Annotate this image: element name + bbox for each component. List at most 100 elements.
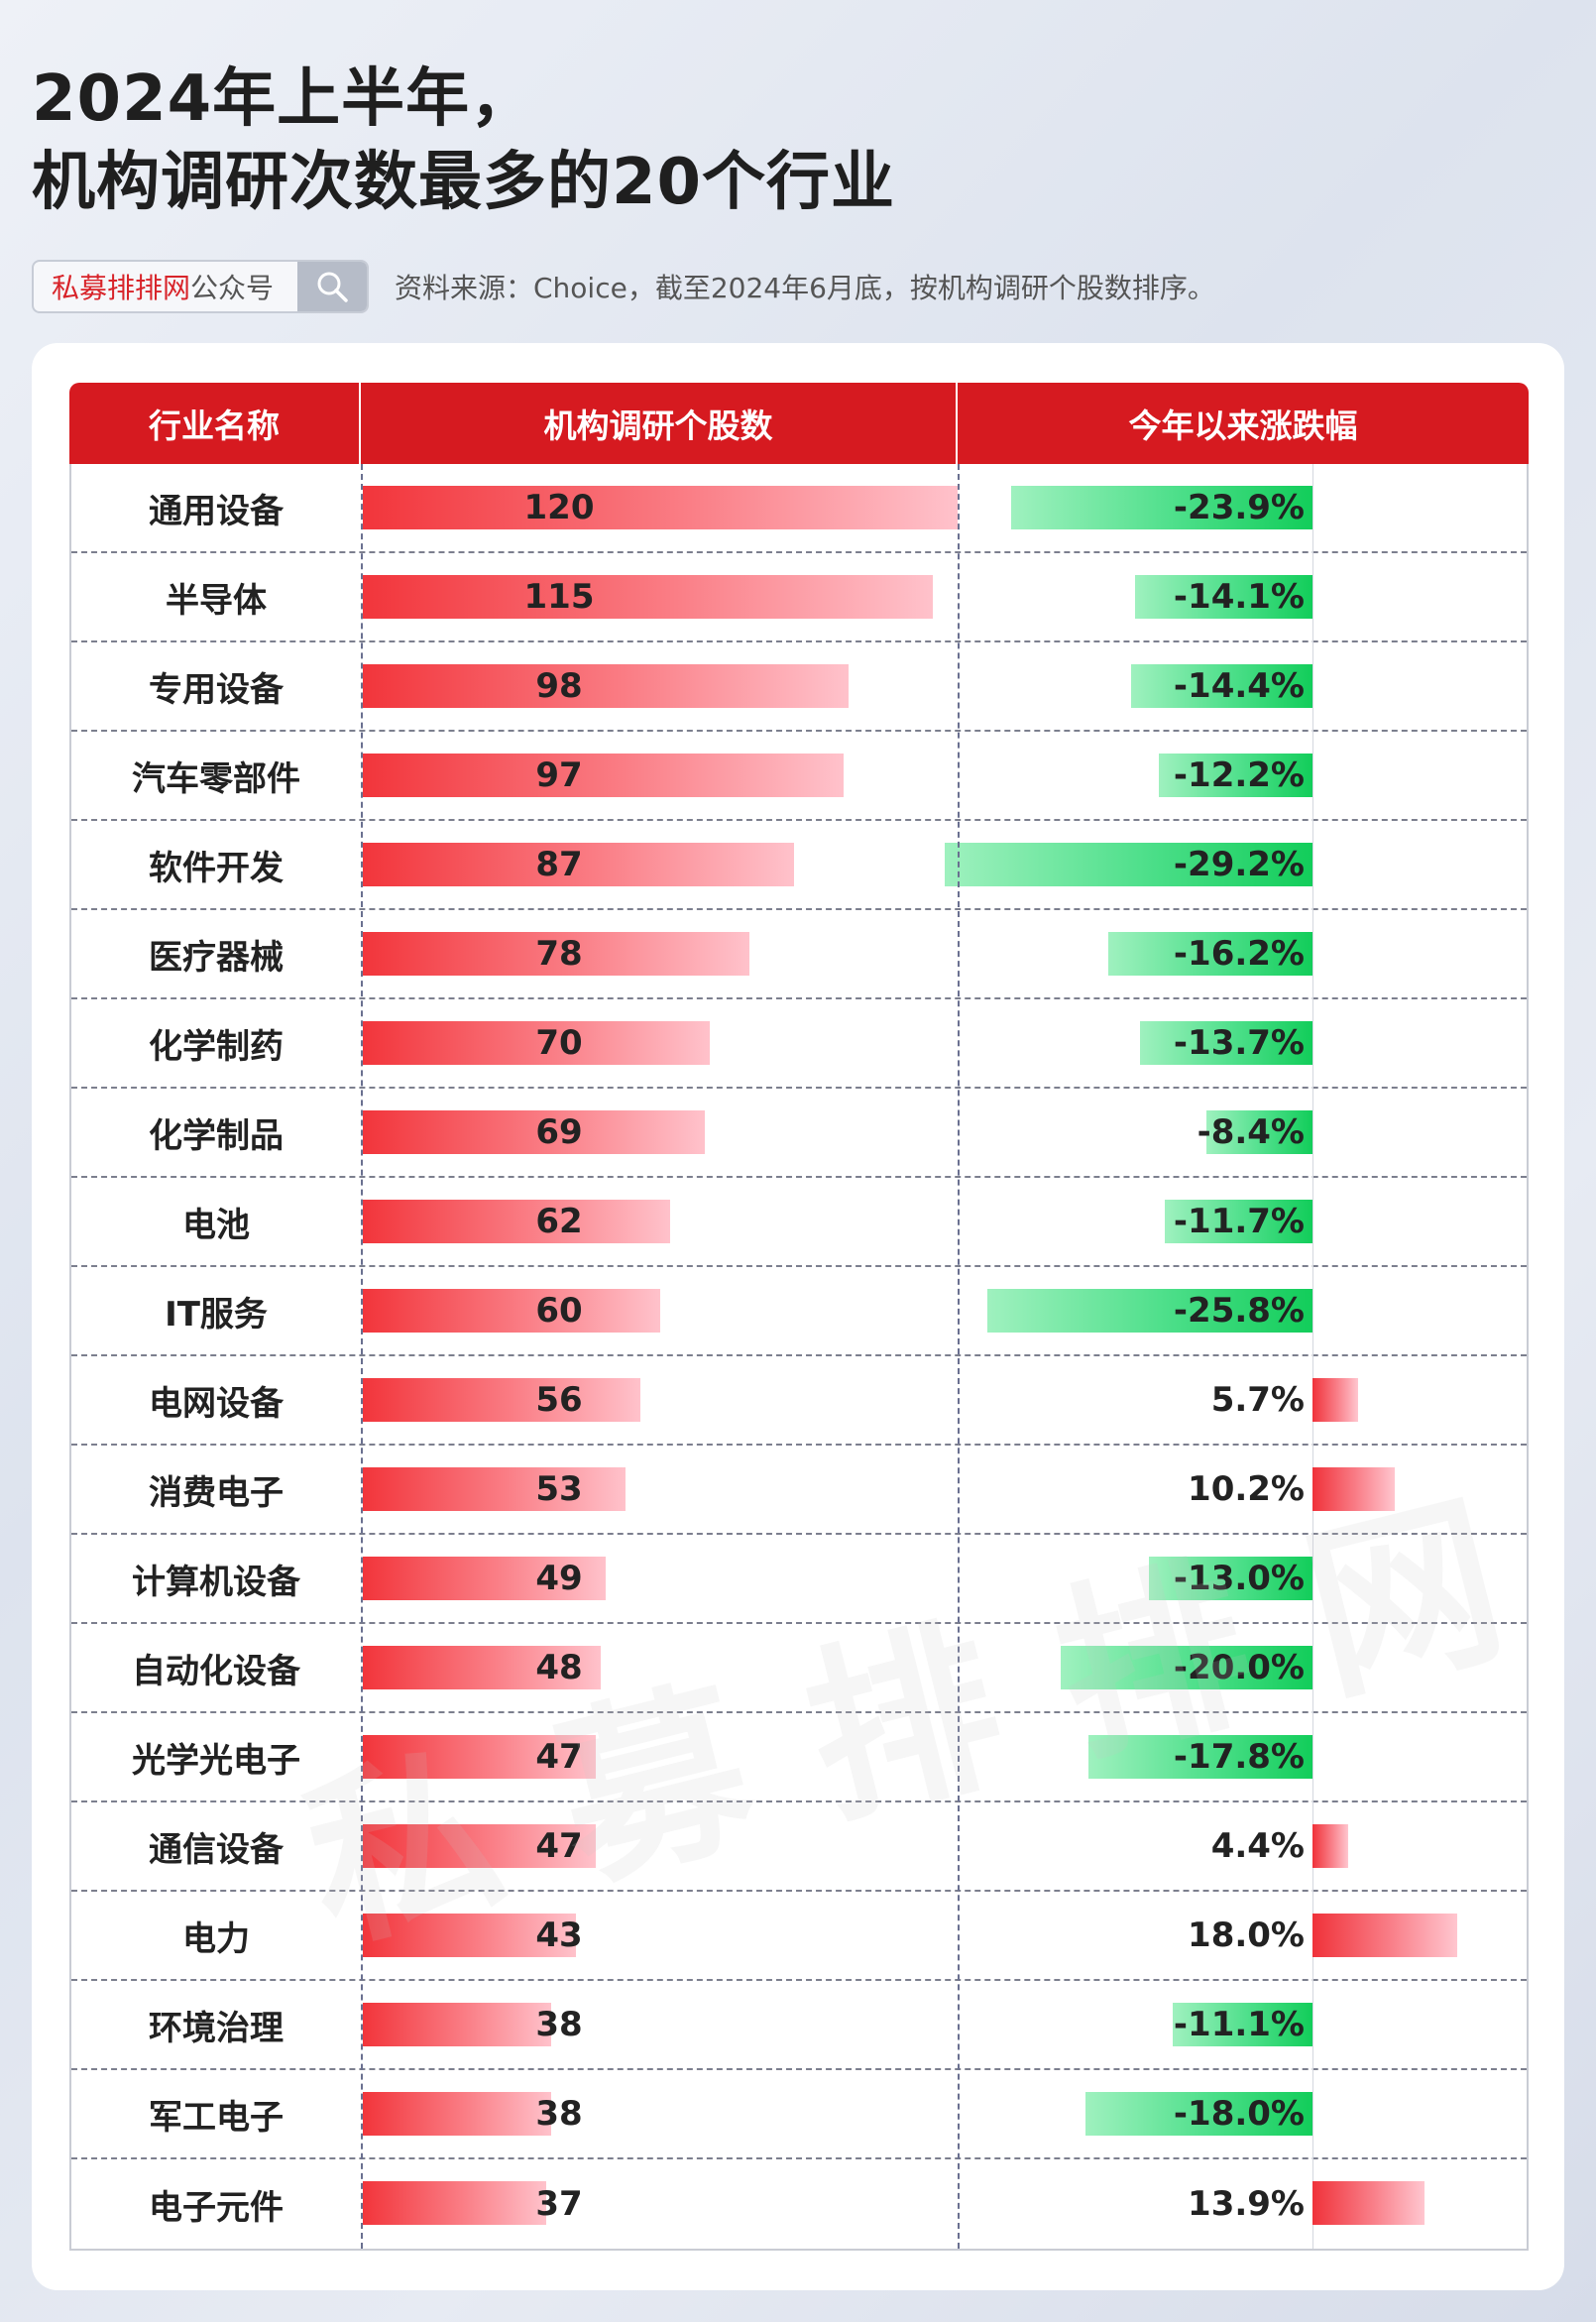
change-bar-negative [1165, 1200, 1312, 1243]
zero-axis [1312, 464, 1313, 2249]
count-bar [363, 1200, 670, 1243]
count-value: 98 [535, 666, 583, 706]
industry-name: 专用设备 [149, 669, 284, 710]
count-value: 37 [535, 2184, 583, 2224]
change-bar-negative [1087, 1735, 1312, 1779]
industry-name: 计算机设备 [132, 1562, 300, 1602]
table-row: 医疗器械 78 -16.2% [71, 910, 1527, 999]
col-header-count: 机构调研个股数 [361, 383, 958, 464]
table-row: 专用设备 98 -14.4% [71, 642, 1527, 732]
count-value: 62 [535, 1202, 583, 1241]
count-bar [363, 1378, 640, 1422]
table-row: 电网设备 56 5.7% [71, 1356, 1527, 1446]
industry-name: 半导体 [166, 580, 267, 621]
source-note: 资料来源：Choice，截至2024年6月底，按机构调研个股数排序。 [395, 272, 1215, 304]
change-value: 13.9% [1188, 2184, 1305, 2224]
change-bar-negative [1085, 2092, 1312, 2136]
industry-name: 通信设备 [149, 1829, 284, 1870]
change-bar-negative [1159, 754, 1312, 797]
divider-2 [958, 464, 960, 2249]
count-bar [363, 2003, 551, 2046]
count-bar [363, 575, 933, 619]
industry-name: 电力 [182, 1918, 250, 1959]
industry-name: 电池 [182, 1205, 250, 1245]
count-value: 47 [535, 1826, 583, 1866]
brand-search-box[interactable]: 私募排排网 公众号 [32, 260, 369, 313]
table-row: 环境治理 38 -11.1% [71, 1981, 1527, 2070]
change-bar-negative [1140, 1021, 1312, 1065]
table-row: 电子元件 37 13.9% [71, 2159, 1527, 2249]
count-value: 38 [535, 2094, 583, 2134]
change-value: -13.7% [1173, 1023, 1305, 1063]
change-bar-negative [945, 843, 1312, 886]
count-value: 78 [535, 934, 583, 974]
table-row: 光学光电子 47 -17.8% [71, 1713, 1527, 1802]
count-bar [363, 2092, 551, 2136]
change-bar-negative [987, 1289, 1312, 1333]
count-value: 87 [535, 845, 583, 884]
change-value: -11.7% [1173, 1202, 1305, 1241]
table-row: 半导体 115 -14.1% [71, 553, 1527, 642]
count-value: 56 [535, 1380, 583, 1420]
table-row: IT服务 60 -25.8% [71, 1267, 1527, 1356]
brand-suffix: 公众号 [190, 272, 275, 304]
table-row: 军工电子 38 -18.0% [71, 2070, 1527, 2159]
industry-name: 电子元件 [149, 2187, 284, 2228]
count-value: 48 [535, 1648, 583, 1687]
change-value: -14.1% [1173, 577, 1305, 617]
change-value: -29.2% [1173, 845, 1305, 884]
change-bar-negative [1108, 932, 1312, 976]
search-button[interactable] [297, 262, 367, 311]
change-bar-negative [1131, 664, 1312, 708]
change-value: -12.2% [1173, 755, 1305, 795]
change-value: 5.7% [1210, 1380, 1305, 1420]
title-line-1: 2024年上半年， [32, 62, 535, 136]
change-bar-positive [1312, 1914, 1457, 1957]
divider-1 [361, 464, 363, 2249]
table-row: 电池 62 -11.7% [71, 1178, 1527, 1267]
industry-name: IT服务 [165, 1294, 268, 1335]
table-row: 汽车零部件 97 -12.2% [71, 732, 1527, 821]
table-row: 计算机设备 49 -13.0% [71, 1535, 1527, 1624]
industry-name: 环境治理 [149, 2008, 284, 2048]
table-row: 软件开发 87 -29.2% [71, 821, 1527, 910]
count-bar [363, 932, 749, 976]
count-bar [363, 2181, 546, 2225]
count-bar [363, 1824, 596, 1868]
change-bar-negative [1206, 1110, 1312, 1154]
change-bar-positive [1312, 1824, 1348, 1868]
table-row: 自动化设备 48 -20.0% [71, 1624, 1527, 1713]
count-bar [363, 664, 849, 708]
count-value: 47 [535, 1737, 583, 1777]
page-title: 2024年上半年， 机构调研次数最多的20个行业 [32, 58, 895, 224]
change-value: 18.0% [1188, 1916, 1305, 1955]
table-body: 通用设备 120 -23.9% 半导体 115 -14.1% 专用设备 98 -14.4% 汽车零… [69, 464, 1529, 2251]
industry-name: 光学光电子 [132, 1740, 300, 1781]
count-bar [363, 1646, 601, 1689]
industry-table: 行业名称 机构调研个股数 今年以来涨跌幅 通用设备 120 -23.9% 半导体 115… [69, 383, 1529, 2251]
industry-name: 汽车零部件 [132, 758, 300, 799]
count-bar [363, 1110, 705, 1154]
count-value: 43 [535, 1916, 583, 1955]
count-value: 120 [523, 488, 595, 527]
change-value: -25.8% [1173, 1291, 1305, 1331]
count-bar [363, 1557, 606, 1600]
search-icon [317, 272, 348, 302]
count-bar [363, 1021, 710, 1065]
count-value: 69 [535, 1112, 583, 1152]
industry-name: 自动化设备 [132, 1651, 300, 1691]
industry-name: 软件开发 [149, 848, 284, 888]
count-bar [363, 486, 958, 529]
count-value: 49 [535, 1559, 583, 1598]
industry-name: 消费电子 [149, 1472, 284, 1513]
table-row: 电力 43 18.0% [71, 1892, 1527, 1981]
count-value: 115 [523, 577, 595, 617]
count-value: 97 [535, 755, 583, 795]
count-value: 60 [535, 1291, 583, 1331]
col-header-change: 今年以来涨跌幅 [1128, 406, 1358, 445]
industry-name: 通用设备 [149, 491, 284, 531]
change-bar-negative [1134, 575, 1312, 619]
change-value: -23.9% [1173, 488, 1305, 527]
count-value: 53 [535, 1469, 583, 1509]
industry-name: 电网设备 [149, 1383, 284, 1424]
